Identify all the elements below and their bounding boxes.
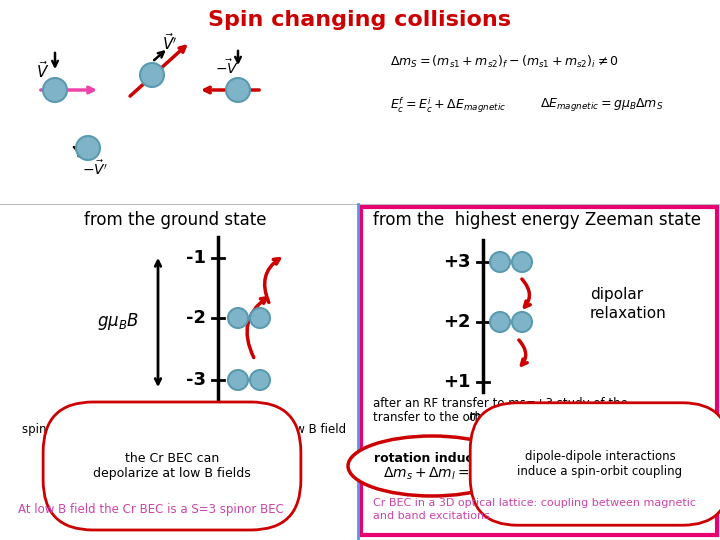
Circle shape [490,312,510,332]
Text: from the  highest energy Zeeman state: from the highest energy Zeeman state [373,211,701,229]
Text: $-\vec{V}'$: $-\vec{V}'$ [82,159,108,178]
Circle shape [228,308,248,328]
Circle shape [140,63,164,87]
Text: Cr BEC in a 3D optical lattice: coupling between magnetic: Cr BEC in a 3D optical lattice: coupling… [373,498,696,508]
Text: $\Delta m_s + \Delta m_l = 0$: $\Delta m_s + \Delta m_l = 0$ [383,466,481,482]
Text: $\Delta m_S = (m_{s1}+m_{s2})_f - (m_{s1}+m_{s2})_i \neq 0$: $\Delta m_S = (m_{s1}+m_{s2})_f - (m_{s1… [390,54,619,70]
Text: At low B field the Cr BEC is a S=3 spinor BEC: At low B field the Cr BEC is a S=3 spino… [18,503,284,516]
Text: dipole-dipole interactions
induce a spin-orbit coupling: dipole-dipole interactions induce a spin… [518,450,683,478]
Text: relaxation: relaxation [590,307,667,321]
Text: $\Delta E_{magnetic} = g\mu_B \Delta m_S$: $\Delta E_{magnetic} = g\mu_B \Delta m_S… [540,97,663,113]
Text: $m_s$: $m_s$ [468,412,485,425]
Circle shape [490,252,510,272]
Text: transfer to the others: transfer to the others [373,411,504,424]
FancyBboxPatch shape [361,207,717,535]
Text: from the ground state: from the ground state [84,211,266,229]
Circle shape [512,252,532,272]
Text: -1: -1 [186,249,206,267]
Text: Spin changing collisions: Spin changing collisions [209,10,511,30]
Text: $\vec{-V}$: $\vec{-V}$ [215,58,239,77]
Circle shape [512,312,532,332]
Text: rotation induced: rotation induced [374,451,490,464]
Text: $g\mu_B B$: $g\mu_B B$ [97,312,139,333]
Text: $\vec{V}'$: $\vec{V}'$ [162,32,177,53]
Text: +1: +1 [444,373,471,391]
Circle shape [250,308,270,328]
Circle shape [226,78,250,102]
Text: +2: +2 [444,313,471,331]
Text: dipolar: dipolar [590,287,643,301]
Circle shape [43,78,67,102]
Text: -3: -3 [186,371,206,389]
Ellipse shape [348,436,516,496]
Text: and band excitations: and band excitations [373,511,490,521]
Circle shape [76,136,100,160]
Text: $\vec{V}$: $\vec{V}$ [36,60,49,81]
Text: $E_c^f = E_c^i + \Delta E_{magnetic}$: $E_c^f = E_c^i + \Delta E_{magnetic}$ [390,95,506,115]
Text: -2: -2 [186,309,206,327]
Text: spin changing collisions become possible at low B field: spin changing collisions become possible… [22,423,346,436]
Circle shape [250,370,270,390]
Text: +3: +3 [444,253,471,271]
Text: the Cr BEC can
depolarize at low B fields: the Cr BEC can depolarize at low B field… [93,452,251,480]
Text: after an RF transfer to ms=+3 study of the: after an RF transfer to ms=+3 study of t… [373,397,628,410]
Circle shape [228,370,248,390]
